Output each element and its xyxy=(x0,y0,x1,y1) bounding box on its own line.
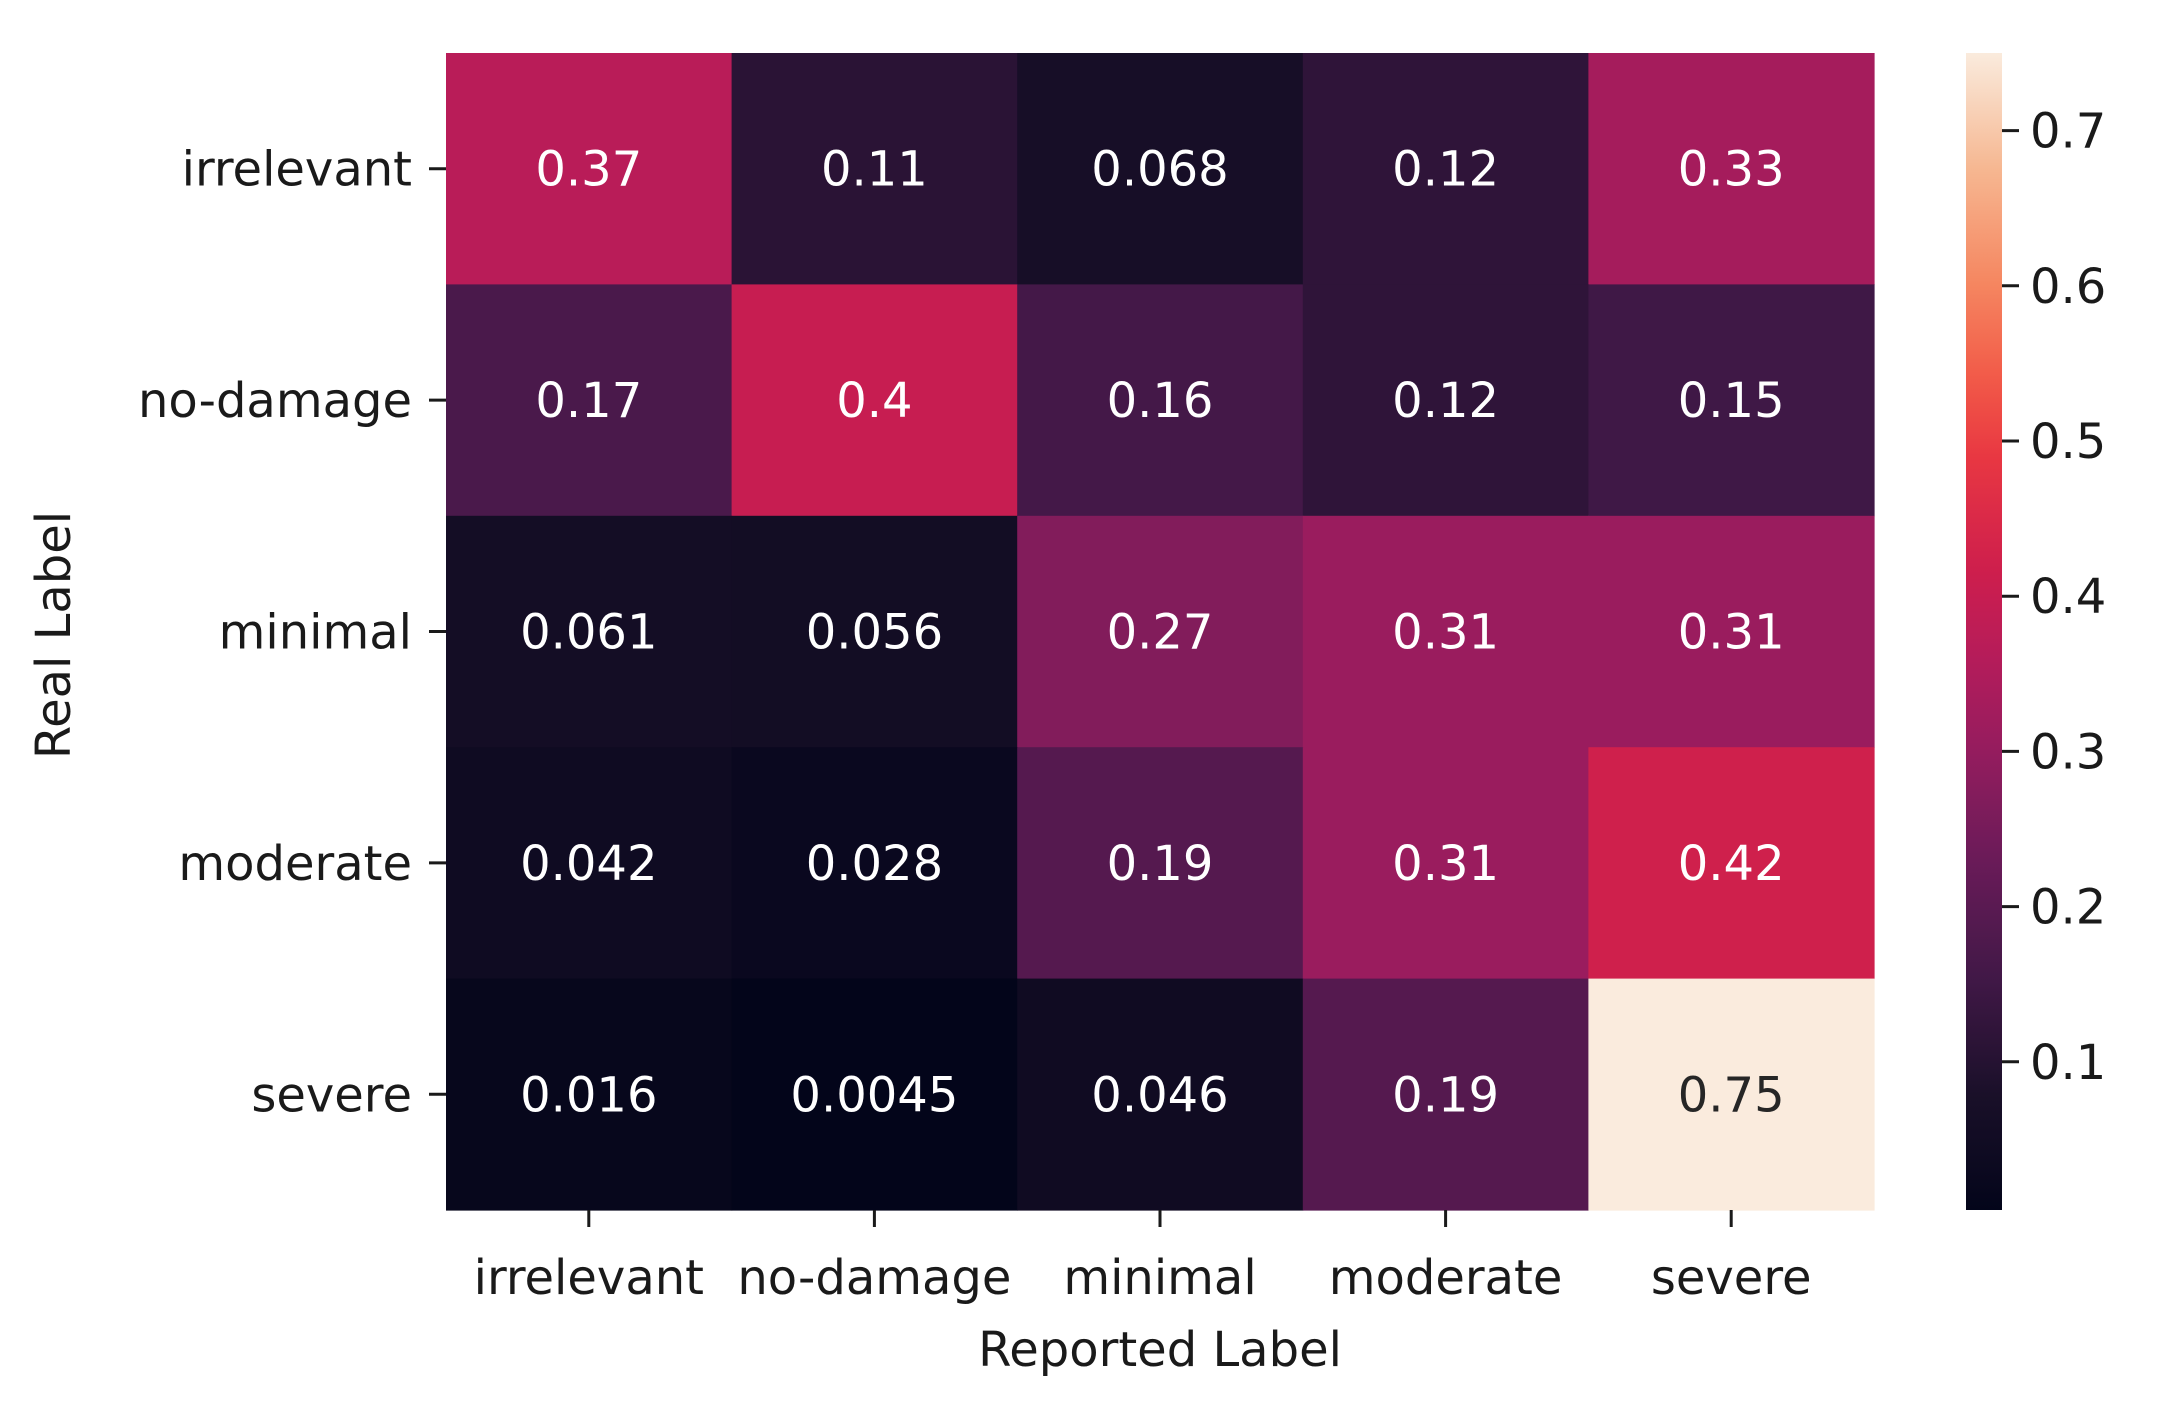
heatmap-cell-value: 0.016 xyxy=(520,1067,657,1123)
heatmap-cell xyxy=(1302,53,1589,285)
x-tick-label: minimal xyxy=(1063,1250,1256,1306)
heatmap-cell xyxy=(731,515,1018,748)
y-axis: irrelevant no-damage minimal moderate severe xyxy=(138,142,446,1123)
heatmap-cell-value: 0.17 xyxy=(535,373,642,429)
heatmap-cell-value: 0.15 xyxy=(1678,373,1785,429)
heatmap-cell xyxy=(1017,747,1304,980)
x-tick-label: irrelevant xyxy=(474,1250,704,1306)
heatmap-cell-value: 0.12 xyxy=(1392,142,1499,198)
heatmap-cell-value: 0.0045 xyxy=(790,1067,958,1123)
heatmap-cell-value: 0.11 xyxy=(821,142,928,198)
colorbar-tick-label: 0.2 xyxy=(2030,880,2106,936)
y-tick-label: no-damage xyxy=(138,373,412,429)
heatmap-cell xyxy=(446,747,733,980)
heatmap-cell-value: 0.061 xyxy=(520,605,657,661)
colorbar-tick-label: 0.3 xyxy=(2030,724,2106,780)
heatmap-cell-value: 0.068 xyxy=(1091,142,1228,198)
colorbar-tick-label: 0.1 xyxy=(2030,1035,2106,1091)
heatmap-cells xyxy=(446,53,1875,1211)
heatmap-cell xyxy=(731,284,1018,517)
y-tick-label: minimal xyxy=(219,605,412,661)
heatmap-cell-value: 0.19 xyxy=(1392,1067,1499,1123)
heatmap-cell-value: 0.31 xyxy=(1392,605,1499,661)
x-axis: irrelevant no-damage minimal moderate severe xyxy=(474,1210,1812,1306)
heatmap-cell-labels: 0.37 0.11 0.068 0.12 0.33 0.17 0.4 0.16 0.12 0.15… xyxy=(520,142,1785,1124)
y-axis-title: Real Label xyxy=(26,511,82,759)
heatmap-cell-value: 0.056 xyxy=(806,605,943,661)
heatmap-cell xyxy=(1017,284,1304,517)
heatmap-cell xyxy=(1588,978,1875,1211)
heatmap-cell xyxy=(731,978,1018,1211)
heatmap-cell xyxy=(1588,53,1875,285)
heatmap-cell-value: 0.75 xyxy=(1678,1067,1785,1123)
colorbar: 0.1 0.2 0.3 0.4 0.5 0.6 0.7 xyxy=(1966,53,2106,1210)
heatmap-cell-value: 0.028 xyxy=(806,836,943,892)
heatmap-cell-value: 0.16 xyxy=(1107,373,1214,429)
y-tick-label: moderate xyxy=(178,836,412,892)
heatmap-cell-value: 0.042 xyxy=(520,836,657,892)
heatmap-cell xyxy=(1017,53,1304,285)
colorbar-tick-label: 0.7 xyxy=(2030,104,2106,160)
heatmap-cell xyxy=(1588,747,1875,980)
heatmap-cell xyxy=(446,284,733,517)
heatmap-cell xyxy=(1588,284,1875,517)
heatmap-cell-value: 0.31 xyxy=(1392,836,1499,892)
x-tick-label: severe xyxy=(1651,1250,1812,1306)
y-tick-label: irrelevant xyxy=(182,142,412,198)
colorbar-tick-label: 0.6 xyxy=(2030,259,2106,315)
heatmap-cell xyxy=(1017,515,1304,748)
heatmap-cell xyxy=(1302,284,1589,517)
heatmap-cell xyxy=(1302,978,1589,1211)
heatmap-cell-value: 0.046 xyxy=(1091,1067,1228,1123)
heatmap-cell-value: 0.37 xyxy=(535,142,642,198)
heatmap-cell xyxy=(1588,515,1875,748)
heatmap-cell xyxy=(731,53,1018,285)
heatmap-cell-value: 0.31 xyxy=(1678,605,1785,661)
x-tick-label: moderate xyxy=(1329,1250,1563,1306)
colorbar-tick-label: 0.4 xyxy=(2030,569,2106,625)
heatmap-cell-value: 0.33 xyxy=(1678,142,1785,198)
heatmap-cell xyxy=(446,978,733,1211)
x-axis-title: Reported Label xyxy=(978,1322,1342,1378)
heatmap-cell xyxy=(731,747,1018,980)
heatmap-cell xyxy=(1017,978,1304,1211)
colorbar-bar xyxy=(1966,53,2002,1210)
heatmap-cell-value: 0.4 xyxy=(836,373,912,429)
heatmap-cell xyxy=(1302,747,1589,980)
x-tick-label: no-damage xyxy=(737,1250,1011,1306)
colorbar-tick-label: 0.5 xyxy=(2030,414,2106,470)
heatmap-cell xyxy=(446,515,733,748)
heatmap-cell-value: 0.42 xyxy=(1678,836,1785,892)
heatmap-cell xyxy=(1302,515,1589,748)
y-tick-label: severe xyxy=(251,1067,412,1123)
heatmap-cell-value: 0.27 xyxy=(1107,605,1214,661)
heatmap-cell-value: 0.19 xyxy=(1107,836,1214,892)
heatmap-cell xyxy=(446,53,733,285)
heatmap-cell-value: 0.12 xyxy=(1392,373,1499,429)
